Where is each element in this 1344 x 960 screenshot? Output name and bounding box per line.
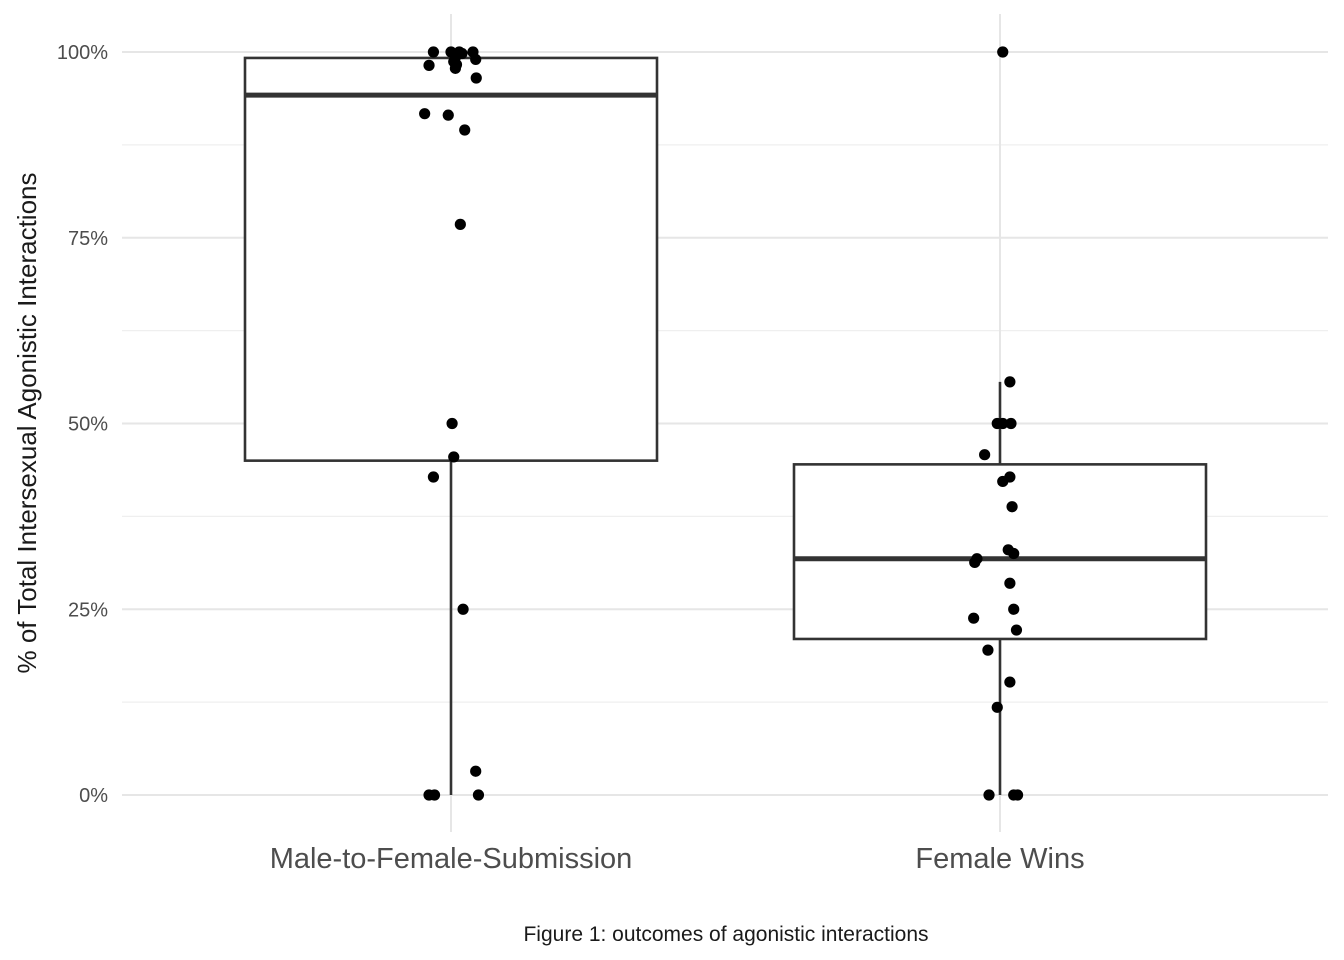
data-point xyxy=(449,62,461,74)
data-point xyxy=(969,556,981,569)
data-point xyxy=(423,59,435,71)
data-point xyxy=(470,765,482,777)
data-point xyxy=(428,789,441,801)
y-tick-label: 100% xyxy=(57,42,108,64)
data-point xyxy=(1010,624,1023,636)
y-tick-label: 0% xyxy=(79,785,108,807)
data-point xyxy=(983,789,995,801)
data-point xyxy=(1008,547,1020,560)
figure-caption: Figure 1: outcomes of agonistic interact… xyxy=(523,923,928,946)
x-axis-ticks: Male-to-Female-Submission Female Wins xyxy=(270,843,1085,875)
data-point xyxy=(1004,376,1016,388)
x-tick-label: Male-to-Female-Submission xyxy=(270,843,633,875)
boxplots xyxy=(243,52,1208,795)
data-point xyxy=(427,46,440,58)
data-point xyxy=(968,612,980,624)
data-point xyxy=(454,218,466,230)
data-point xyxy=(457,603,469,615)
box-iqr xyxy=(792,463,1208,641)
data-point xyxy=(1004,676,1016,688)
y-axis-ticks: 0% 25% 50% 75% 100% xyxy=(57,42,108,807)
y-tick-label: 50% xyxy=(68,414,108,436)
data-point xyxy=(1005,417,1017,430)
y-axis-label: % of Total Intersexual Agonistic Interac… xyxy=(12,172,42,673)
data-points xyxy=(419,46,1024,801)
data-point xyxy=(997,417,1009,430)
box-iqr xyxy=(243,56,659,462)
y-tick-label: 75% xyxy=(68,228,108,250)
data-point xyxy=(982,644,994,656)
data-point xyxy=(446,417,458,430)
data-point xyxy=(997,46,1009,58)
data-point xyxy=(470,72,482,84)
data-point xyxy=(1011,789,1024,801)
data-point xyxy=(459,124,471,136)
data-point xyxy=(979,449,991,461)
data-point xyxy=(442,109,454,121)
data-point xyxy=(1008,603,1020,615)
data-point xyxy=(419,108,431,120)
data-point xyxy=(472,789,485,801)
data-point xyxy=(991,701,1003,713)
x-tick-label: Female Wins xyxy=(915,843,1084,875)
data-point xyxy=(1006,501,1018,513)
y-tick-label: 25% xyxy=(68,599,108,621)
data-point xyxy=(427,471,440,483)
data-point xyxy=(1004,577,1016,589)
data-point xyxy=(997,475,1009,488)
data-point xyxy=(470,53,482,66)
data-point xyxy=(448,451,460,463)
